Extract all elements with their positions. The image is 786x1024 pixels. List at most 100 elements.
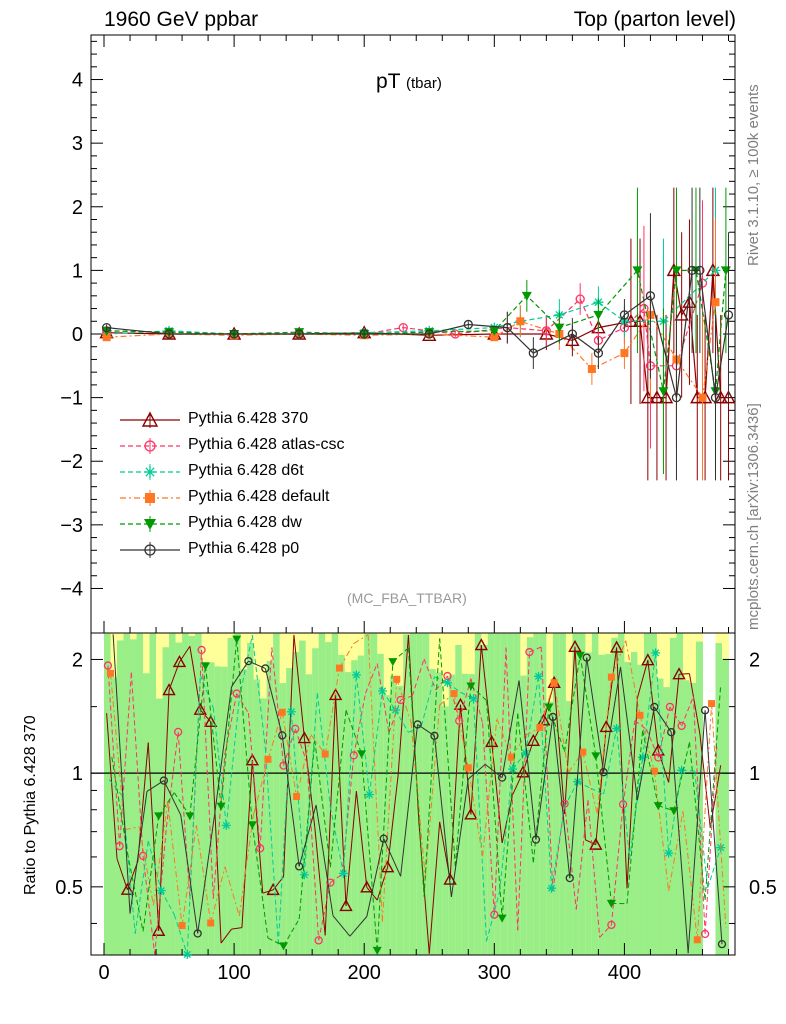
ratio-line xyxy=(332,915,351,937)
ratio-uncertainty-bands xyxy=(104,633,729,955)
ratio-band-green xyxy=(416,633,424,955)
data-point xyxy=(669,807,679,816)
data-point xyxy=(229,329,239,339)
ratio-line xyxy=(315,804,334,916)
data-point xyxy=(658,387,669,397)
ratio-line xyxy=(367,634,383,922)
ratio-line xyxy=(167,801,183,926)
ratio-line xyxy=(603,666,622,773)
ratio-line xyxy=(447,682,461,693)
ratio-line xyxy=(283,728,296,766)
ratio-band-green xyxy=(604,654,612,955)
ratio-line xyxy=(553,682,569,773)
data-point xyxy=(162,683,176,696)
ratio-line xyxy=(535,716,554,840)
legend-label: Pythia 6.428 370 xyxy=(188,410,309,427)
ratio-band-green xyxy=(552,633,560,955)
data-point xyxy=(297,731,312,744)
x-tick-label: 0 xyxy=(98,962,109,984)
ratio-line xyxy=(181,824,197,926)
ratio-line xyxy=(355,791,368,888)
ratio-band-green xyxy=(481,644,489,955)
ratio-line xyxy=(108,779,123,797)
data-point xyxy=(372,946,382,955)
plot-title-sub: (tbar) xyxy=(405,75,442,92)
series-pythia-6-428-dw xyxy=(101,187,731,474)
ratio-line xyxy=(238,635,253,699)
ratio-line xyxy=(564,655,581,752)
ratio-band-green xyxy=(435,672,443,955)
ratio-band-green xyxy=(669,637,677,955)
data-point xyxy=(360,880,374,893)
ratio-band-green xyxy=(279,683,287,955)
data-point xyxy=(651,743,665,756)
ratio-line xyxy=(582,752,598,814)
ratio-line xyxy=(449,704,461,880)
mcplots-reference-label: mcplots.cern.ch [arXiv:1306.3436] xyxy=(745,403,762,630)
data-point xyxy=(671,392,682,403)
ratio-band-green xyxy=(442,706,450,955)
ratio-line xyxy=(314,740,331,868)
rivet-version-label: Rivet 3.1.10, ≥ 100k events xyxy=(745,84,762,266)
ratio-line xyxy=(110,673,126,830)
ratio-line xyxy=(177,731,191,900)
ratio-y-tick-label: 2 xyxy=(72,649,83,671)
ratio-band-green xyxy=(370,633,378,955)
ratio-line xyxy=(259,647,273,849)
ratio-band-green xyxy=(299,640,307,955)
ratio-band-green xyxy=(591,633,599,955)
ratio-line xyxy=(376,867,389,901)
data-point xyxy=(695,265,705,276)
ratio-line xyxy=(189,665,206,816)
ratio-y-axis-label: Ratio to Pythia 6.428 370 xyxy=(22,715,39,895)
ratio-band-green xyxy=(546,701,554,955)
header-process-label: Top (parton level) xyxy=(573,8,736,31)
ratio-line xyxy=(564,803,577,910)
ratio-line xyxy=(264,668,283,736)
data-point xyxy=(599,768,608,777)
ratio-line xyxy=(281,735,300,867)
ratio-line xyxy=(646,729,659,758)
ratio-line xyxy=(696,703,713,940)
ratio-line xyxy=(568,751,584,773)
ratio-series-1 xyxy=(103,645,718,955)
ratio-line xyxy=(353,634,369,644)
ratio-line xyxy=(525,676,540,754)
ratio-line xyxy=(670,732,689,954)
ratio-line xyxy=(220,928,232,944)
data-point xyxy=(650,702,659,712)
data-point xyxy=(266,882,280,896)
data-point xyxy=(182,949,192,959)
ratio-line xyxy=(585,839,597,846)
data-point xyxy=(216,802,226,811)
ratio-band-green xyxy=(448,674,456,955)
ratio-line xyxy=(189,646,201,710)
ratio-line xyxy=(163,780,182,816)
ratio-line xyxy=(423,638,441,897)
data-point xyxy=(144,440,156,452)
ratio-line xyxy=(396,679,412,723)
ratio-line xyxy=(529,646,542,653)
ratio-line xyxy=(658,805,675,812)
data-point xyxy=(144,544,156,556)
x-tick-label: 100 xyxy=(217,962,250,984)
ratio-line xyxy=(499,768,514,893)
data-point xyxy=(589,837,603,850)
ratio-line xyxy=(653,771,670,892)
ratio-line xyxy=(210,866,226,924)
ratio-band-green xyxy=(617,633,625,955)
ratio-band-green xyxy=(136,633,144,955)
data-point xyxy=(221,820,231,830)
y-tick-label: −2 xyxy=(60,451,83,473)
data-point xyxy=(620,349,629,358)
data-point xyxy=(525,647,534,657)
ratio-line xyxy=(420,676,435,726)
ratio-line xyxy=(124,826,140,831)
ratio-band-green xyxy=(409,633,417,955)
ratio-line xyxy=(433,735,452,898)
data-point xyxy=(145,493,155,503)
ratio-line xyxy=(699,733,711,828)
ratio-line xyxy=(636,706,655,801)
ratio-band-green xyxy=(318,633,326,955)
legend-symbol xyxy=(120,490,180,506)
